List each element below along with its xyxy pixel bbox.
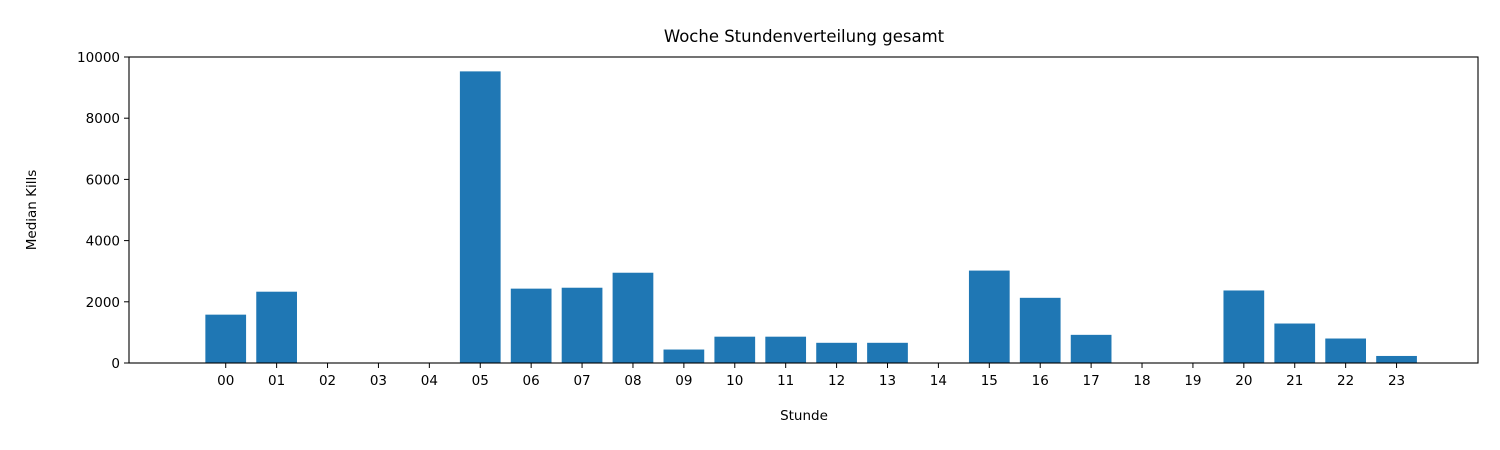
bar-07 <box>561 287 603 363</box>
bar-08 <box>612 272 654 363</box>
x-tick-label: 12 <box>828 373 845 389</box>
chart-title: Woche Stundenverteilung gesamt <box>664 27 945 46</box>
bar-00 <box>205 314 247 363</box>
x-tick-label: 00 <box>217 373 234 389</box>
bar-11 <box>765 336 807 363</box>
x-tick-label: 17 <box>1083 373 1100 389</box>
x-tick-label: 21 <box>1286 373 1303 389</box>
x-axis-label: Stunde <box>780 408 828 424</box>
x-tick-label: 22 <box>1337 373 1354 389</box>
y-tick-label: 4000 <box>86 234 120 250</box>
x-tick-label: 20 <box>1235 373 1252 389</box>
bar-16 <box>1019 297 1061 363</box>
y-tick-label: 2000 <box>86 295 120 311</box>
x-tick-label: 07 <box>573 373 590 389</box>
x-tick-label: 15 <box>981 373 998 389</box>
x-tick-label: 19 <box>1184 373 1201 389</box>
y-tick-label: 8000 <box>86 111 120 127</box>
x-tick-label: 03 <box>370 373 387 389</box>
x-tick-label: 18 <box>1133 373 1150 389</box>
x-tick-label: 14 <box>930 373 947 389</box>
x-tick-label: 04 <box>421 373 438 389</box>
bar-20 <box>1223 290 1265 363</box>
y-tick-label: 10000 <box>77 50 120 66</box>
x-tick-label: 08 <box>624 373 641 389</box>
bar-05 <box>459 71 501 363</box>
bar-17 <box>1070 334 1112 363</box>
bar-22 <box>1325 338 1367 363</box>
x-tick-label: 01 <box>268 373 285 389</box>
bar-10 <box>714 336 756 363</box>
bar-12 <box>816 342 857 363</box>
axes-frame <box>128 56 1479 364</box>
bar-13 <box>867 342 908 363</box>
x-tick-label: 05 <box>472 373 489 389</box>
bar-23 <box>1376 355 1417 363</box>
bar-09 <box>663 349 705 363</box>
x-tick-label: 16 <box>1032 373 1049 389</box>
bar-01 <box>256 291 297 363</box>
plot-area: 00 01 02 03 04 05 06 07 08 09 10 11 12 13 14 15 16 17 18 19… <box>77 50 1479 389</box>
bar-21 <box>1274 323 1316 363</box>
x-tick-label: 10 <box>726 373 743 389</box>
x-tick-label: 23 <box>1388 373 1405 389</box>
x-tick-label: 13 <box>879 373 896 389</box>
x-tick-label: 11 <box>777 373 794 389</box>
y-tick-label: 6000 <box>86 172 120 188</box>
bar-15 <box>968 270 1010 363</box>
x-tick-label: 02 <box>319 373 336 389</box>
bar-06 <box>510 288 552 363</box>
y-tick-label: 0 <box>111 356 120 372</box>
x-tick-label: 09 <box>675 373 692 389</box>
x-tick-label: 06 <box>523 373 540 389</box>
y-axis-label: Median Kills <box>24 170 40 251</box>
